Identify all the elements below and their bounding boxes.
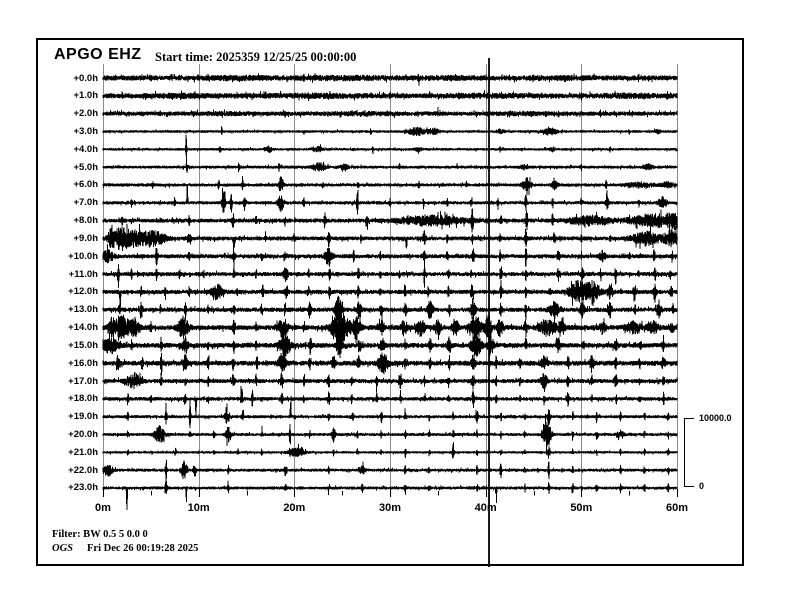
- filter-info: Filter: BW 0.5 5 0.0 0: [52, 529, 148, 540]
- scale-bracket-top-tick: [684, 418, 694, 419]
- trace-label: +17.0h: [68, 375, 98, 387]
- trace-label: +7.0h: [73, 197, 98, 209]
- timestamp: Fri Dec 26 00:19:28 2025: [87, 543, 199, 554]
- scale-max-label: 10000.0: [699, 413, 732, 423]
- x-axis-label: 20m: [283, 502, 306, 514]
- trace-label: +22.0h: [68, 464, 98, 476]
- x-axis-label: 0m: [95, 502, 111, 514]
- trace-label: +16.0h: [68, 357, 98, 369]
- trace-label: +6.0h: [73, 179, 98, 191]
- start-time: Start time: 2025359 12/25/25 00:00:00: [155, 50, 357, 64]
- trace-label: +4.0h: [73, 143, 98, 155]
- scale-bracket: [684, 418, 685, 486]
- trace-label: +5.0h: [73, 161, 98, 173]
- station-title: APGO EHZ: [54, 46, 142, 63]
- x-axis-label: 40m: [474, 502, 497, 514]
- trace-label: +19.0h: [68, 411, 98, 423]
- footer-credit-line: OGS Fri Dec 26 00:19:28 2025: [52, 543, 198, 554]
- plot-frame: [36, 38, 744, 566]
- agency-label: OGS: [52, 543, 74, 554]
- trace-label: +20.0h: [68, 429, 98, 441]
- x-axis-label: 10m: [187, 502, 210, 514]
- scale-min-label: 0: [699, 481, 705, 491]
- x-axis-label: 30m: [378, 502, 402, 514]
- trace-label: +21.0h: [68, 446, 98, 458]
- trace-label: +10.0h: [68, 250, 98, 262]
- trace-label: +12.0h: [68, 286, 98, 298]
- trace-label: +18.0h: [68, 393, 98, 405]
- trace-label: +8.0h: [73, 215, 98, 227]
- x-axis-label: 50m: [570, 502, 593, 514]
- trace-label: +0.0h: [73, 72, 98, 84]
- trace-label: +9.0h: [73, 232, 98, 244]
- trace-label: +14.0h: [68, 322, 98, 334]
- trace-label: +2.0h: [73, 108, 98, 120]
- trace-label: +13.0h: [68, 304, 98, 316]
- trace-label: +11.0h: [68, 268, 98, 280]
- trace-label: +23.0h: [68, 482, 98, 494]
- trace-label: +3.0h: [73, 125, 98, 137]
- x-axis-label: 60m: [665, 502, 689, 514]
- scale-bracket-bottom-tick: [684, 486, 694, 487]
- trace-label: +15.0h: [68, 339, 98, 351]
- trace-label: +1.0h: [73, 90, 98, 102]
